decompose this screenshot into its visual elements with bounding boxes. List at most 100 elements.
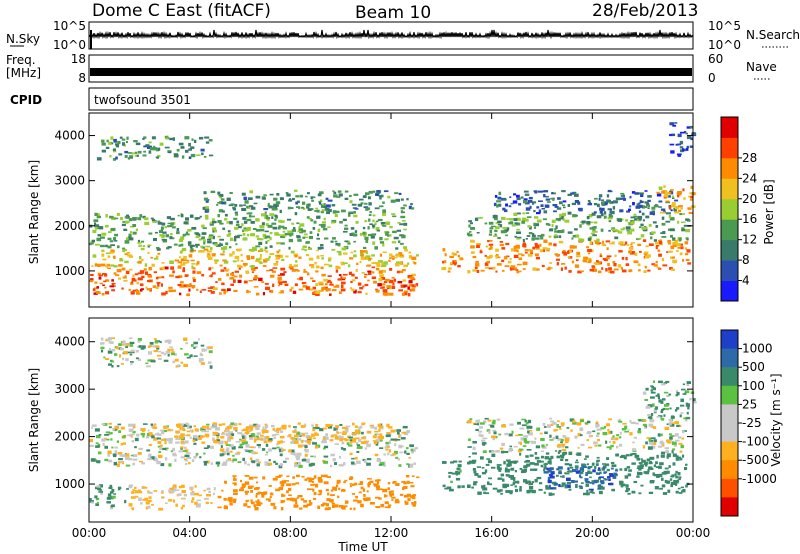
power-y-tick-label: 3000 — [54, 174, 85, 188]
power-colorbar-swatch — [721, 137, 738, 159]
date-label: 28/Feb/2013 — [592, 1, 698, 21]
nsearch-right-tick-bottom: 10^0 — [708, 38, 741, 52]
plot-title: Dome C East (fitACF) — [92, 1, 271, 21]
time-tick-label: 00:00 — [72, 526, 107, 540]
nsearch-right-tick-top: 10^5 — [708, 19, 741, 33]
power-colorbar: 4 8 12 16 20 24 28 — [720, 116, 757, 302]
velocity-y-tick-label: 1000 — [54, 477, 85, 491]
time-tick-label: 00:00 — [676, 526, 711, 540]
power-region — [96, 135, 214, 161]
power-region — [89, 212, 408, 252]
nsky-panel-frame — [88, 21, 694, 50]
power-colorbar-tick-label: 24 — [742, 171, 757, 185]
velocity-region — [100, 337, 213, 369]
velocity-colorbar-tick-label: 100 — [742, 379, 765, 393]
velocity-y-tick-label: 2000 — [54, 430, 85, 444]
nsky-left-tick-bottom: 10^0 — [53, 38, 86, 52]
power-colorbar-label: Power [dB] — [762, 179, 776, 244]
nave-right-tick-bottom: 0 — [708, 71, 716, 85]
velocity-colorbar-swatch — [721, 460, 738, 480]
nave-label: Nave — [746, 60, 777, 74]
power-colorbar-swatch — [721, 157, 738, 179]
power-region — [466, 212, 692, 243]
velocity-colorbar-tick-label: -25 — [742, 416, 762, 430]
time-tick-label: 04:00 — [172, 526, 207, 540]
time-axis: 00:00 04:00 08:00 12:00 16:00 20:00 00:00 — [72, 113, 711, 540]
power-colorbar-frame — [720, 116, 739, 302]
velocity-colorbar-swatch — [721, 423, 738, 443]
power-y-axis-label: Slant Range [km] — [27, 160, 41, 264]
power-colorbar-swatch — [721, 260, 738, 281]
velocity-region — [217, 474, 420, 511]
power-y-axis: 1000 2000 3000 4000 — [54, 129, 693, 278]
velocity-colorbar-swatch — [721, 497, 738, 517]
power-region — [91, 248, 419, 270]
power-colorbar-swatch — [721, 198, 738, 220]
velocity-region — [467, 451, 690, 496]
power-region — [493, 189, 679, 216]
cpid-panel-frame — [88, 87, 694, 111]
power-region — [89, 266, 419, 297]
velocity-y-axis: 1000 2000 3000 4000 — [54, 335, 693, 491]
power-colorbar-swatch — [721, 219, 738, 241]
power-colorbar-swatch — [721, 178, 738, 200]
power-region — [669, 122, 697, 157]
freq-trace — [90, 68, 692, 76]
velocity-y-tick-label: 4000 — [54, 335, 85, 349]
power-heatmap — [89, 122, 697, 297]
power-colorbar-tick-label: 20 — [742, 192, 757, 206]
velocity-y-axis-label: Slant Range [km] — [27, 368, 41, 472]
velocity-colorbar-tick-label: 25 — [742, 397, 757, 411]
beam-label: Beam 10 — [355, 3, 431, 23]
power-colorbar-tick-label: 4 — [742, 274, 750, 288]
freq-left-tick-bottom: 8 — [78, 71, 86, 85]
velocity-colorbar-swatch — [721, 385, 738, 405]
freq-left-tick-top: 18 — [71, 52, 86, 66]
power-y-tick-label: 4000 — [54, 129, 85, 143]
velocity-region — [643, 380, 697, 420]
velocity-colorbar-tick-label: 500 — [742, 360, 765, 374]
time-tick-label: 16:00 — [474, 526, 509, 540]
power-y-tick-label: 2000 — [54, 219, 85, 233]
velocity-region — [543, 465, 619, 491]
velocity-colorbar-tick-label: -100 — [742, 435, 769, 449]
nsky-left-tick-top: 10^5 — [53, 19, 86, 33]
freq-panel-frame — [88, 54, 694, 83]
power-colorbar-tick-label: 8 — [742, 253, 750, 267]
time-tick-label: 08:00 — [273, 526, 308, 540]
power-colorbar-tick-label: 16 — [742, 212, 757, 226]
velocity-colorbar-swatch — [721, 478, 738, 498]
cpid-label: CPID — [10, 93, 42, 107]
power-colorbar-tick-label: 12 — [742, 233, 757, 247]
time-tick-label: 12:00 — [374, 526, 409, 540]
velocity-colorbar-swatch — [721, 348, 738, 368]
power-colorbar-swatch — [721, 280, 738, 302]
velocity-colorbar-swatch — [721, 441, 738, 461]
nsearch-label: N.Search — [746, 28, 800, 42]
velocity-colorbar-tick-label: -500 — [742, 453, 769, 467]
nsky-label: N.Sky — [6, 32, 40, 46]
cpid-value: twofsound 3501 — [94, 93, 191, 107]
velocity-region — [128, 484, 216, 511]
velocity-region — [141, 422, 396, 445]
nave-right-tick-top: 60 — [708, 52, 723, 66]
freq-label-line1: Freq. — [6, 53, 36, 67]
power-region — [441, 248, 464, 273]
velocity-heatmap — [89, 337, 697, 511]
velocity-colorbar-swatch — [721, 404, 738, 424]
velocity-colorbar-swatch — [721, 367, 738, 387]
velocity-region — [466, 417, 688, 454]
power-region — [467, 239, 692, 274]
power-region — [202, 189, 415, 216]
velocity-region — [89, 422, 419, 469]
velocity-colorbar-tick-label: 1000 — [742, 342, 773, 356]
power-colorbar-tick-label: 28 — [742, 151, 757, 165]
velocity-y-tick-label: 3000 — [54, 382, 85, 396]
velocity-region — [89, 484, 129, 510]
velocity-colorbar: 1000 500 100 25 -25 -100 -500 -1000 — [720, 329, 777, 517]
nsky-line — [89, 29, 694, 40]
velocity-region — [442, 460, 465, 492]
power-colorbar-swatch — [721, 239, 738, 261]
velocity-colorbar-label: Velocity [m s⁻¹] — [769, 373, 783, 466]
